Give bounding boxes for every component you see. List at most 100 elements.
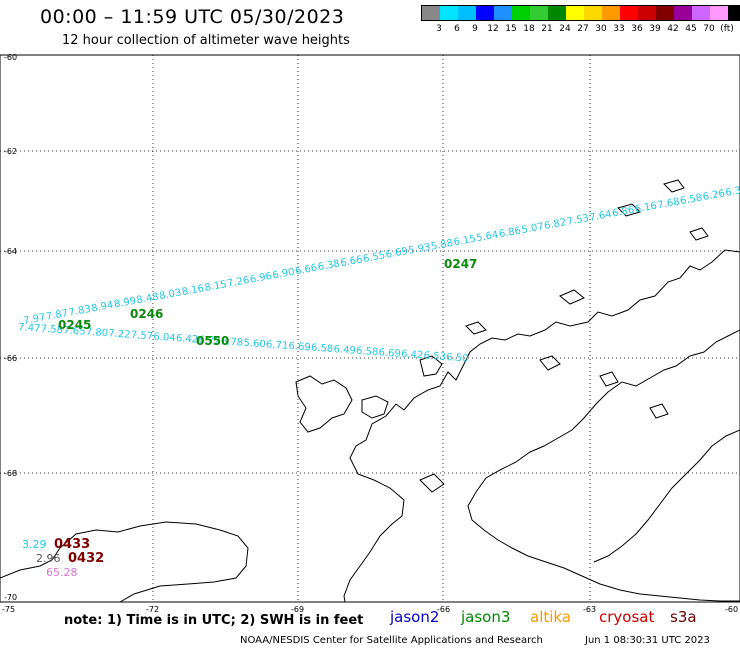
scale-swatch (422, 6, 440, 20)
wave-height-value: 6.15 (453, 234, 477, 249)
lat-label: -68 (4, 469, 17, 478)
footer-note: note: 1) Time is in UTC; 2) SWH is in fe… (64, 613, 364, 628)
wave-height-value: 7.68 (657, 197, 681, 212)
wave-height-value: 6.53 (423, 350, 446, 363)
scale-label: 45 (685, 24, 697, 34)
wave-height-value: 8.15 (204, 279, 228, 294)
wave-height-value: 6.78 (220, 336, 243, 349)
scale-swatch (476, 6, 494, 20)
lat-label: -70 (4, 593, 17, 602)
wave-height-value: 6.72 (198, 335, 221, 348)
scale-label: 70 (703, 24, 715, 34)
scale-label: 42 (667, 24, 679, 34)
scale-swatch (458, 6, 476, 20)
wave-height-value: 6.69 (385, 246, 409, 261)
wave-height-value: 6.55 (362, 250, 386, 265)
lon-label: -63 (583, 605, 596, 614)
wave-height-value: 7.65 (63, 325, 86, 338)
scale-swatch (440, 6, 458, 20)
wave-height-value: 7.47 (18, 322, 41, 335)
scale-label: (ft) (720, 24, 734, 34)
lon-label: -72 (146, 605, 159, 614)
wave-height-value: 6.58 (679, 192, 703, 207)
wave-height-value: 7.80 (85, 327, 108, 340)
wave-height-value: 5.88 (430, 238, 454, 253)
pass-label: 0433 (54, 537, 90, 552)
graticule (0, 55, 740, 602)
wave-height-value: 7.87 (45, 308, 69, 323)
scale-swatch (494, 6, 512, 20)
scale-swatch (602, 6, 620, 20)
lat-label: -66 (4, 354, 17, 363)
color-scale-swatches (421, 5, 740, 21)
lat-label: -60 (4, 53, 17, 62)
wave-height-value: 7.58 (40, 324, 63, 337)
wave-height-value: 6.58 (311, 343, 334, 356)
wave-track-upper: 7.977.877.838.948.998.488.038.168.157.26… (23, 185, 740, 327)
wave-height-value: 6.69 (288, 341, 311, 354)
inset-value: 3.29 (22, 538, 47, 551)
wave-height-value: 7.83 (68, 304, 92, 319)
wave-height-value: 8.99 (113, 296, 137, 311)
scale-swatch (692, 6, 710, 20)
wave-height-value: 6.69 (378, 347, 401, 360)
scale-swatch (566, 6, 584, 20)
wave-height-value: 7.53 (566, 213, 590, 228)
wave-height-value: 7.26 (226, 275, 250, 290)
scale-swatch (620, 6, 638, 20)
lon-label: -60 (725, 605, 738, 614)
wave-height-value: 5.64 (475, 230, 499, 245)
scale-label: 36 (631, 24, 643, 34)
wave-height-value: 6.42 (175, 333, 198, 346)
wave-height-color-scale: 3 6 9 12 15 18 21 24 27 30 33 36 39 42 45 70 (ft) (421, 5, 740, 35)
scale-label: 12 (487, 24, 499, 34)
scale-label: 33 (613, 24, 625, 34)
inset-value: 65.28 (46, 566, 78, 579)
scale-label: 21 (541, 24, 553, 34)
legend-cryosat: cryosat (599, 608, 655, 626)
wave-height-value: 7.22 (108, 328, 131, 341)
lon-label: -75 (2, 605, 15, 614)
lon-label: -66 (437, 605, 450, 614)
pass-label: 0245 (58, 318, 91, 332)
wave-height-value: 6.58 (356, 346, 379, 359)
color-scale-labels: 3 6 9 12 15 18 21 24 27 30 33 36 39 42 45 70 (ft) (421, 21, 740, 35)
map-title: 00:00 – 11:59 UTC 05/30/2023 (40, 6, 345, 28)
wave-height-value: 6.16 (634, 201, 658, 216)
wave-height-value: 6.38 (317, 258, 341, 273)
scale-label: 24 (559, 24, 571, 34)
wave-height-value: 6.66 (340, 254, 364, 269)
legend-s3a: s3a (670, 608, 697, 626)
wave-height-value: 6.90 (272, 267, 296, 282)
wave-track-lower: 7.47 7.58 7.65 7.80 7.22 7.57 6.04 6.42 6.72 6.78… (18, 322, 469, 365)
timestamp: Jun 1 08:30:31 UTC 2023 (585, 635, 710, 646)
wave-height-value: 8.48 (136, 292, 160, 307)
pass-label: 0432 (68, 551, 104, 566)
inset-value: 2.96 (36, 552, 61, 565)
scale-swatch (584, 6, 602, 20)
wave-height-value: 8.94 (90, 300, 114, 315)
wave-height-value: 7.57 (130, 330, 153, 343)
wave-height-value: 6.71 (266, 339, 289, 352)
scale-label: 6 (454, 24, 460, 34)
wave-height-value: 5.93 (408, 242, 432, 257)
scale-swatch (548, 6, 566, 20)
scale-label: 30 (595, 24, 607, 34)
wave-height-value: 6.49 (333, 344, 356, 357)
wave-height-value: 6.26 (702, 188, 726, 203)
scale-swatch (674, 6, 692, 20)
legend-altika: altika (530, 608, 572, 626)
scale-label: 18 (523, 24, 535, 34)
lat-label: -64 (4, 247, 17, 256)
scale-swatch (512, 6, 530, 20)
wave-height-value: 6.04 (153, 332, 176, 345)
map-subtitle: 12 hour collection of altimeter wave hei… (62, 33, 350, 48)
pass-label: 0550 (196, 334, 229, 348)
pass-label: 0247 (444, 257, 477, 271)
legend-jason3: jason3 (461, 608, 511, 626)
wave-height-value: 7.64 (589, 209, 613, 224)
wave-height-value: 6.42 (401, 349, 424, 362)
coastlines (0, 179, 740, 603)
wave-height-value: 6.86 (611, 205, 635, 220)
scale-swatch (728, 6, 740, 20)
